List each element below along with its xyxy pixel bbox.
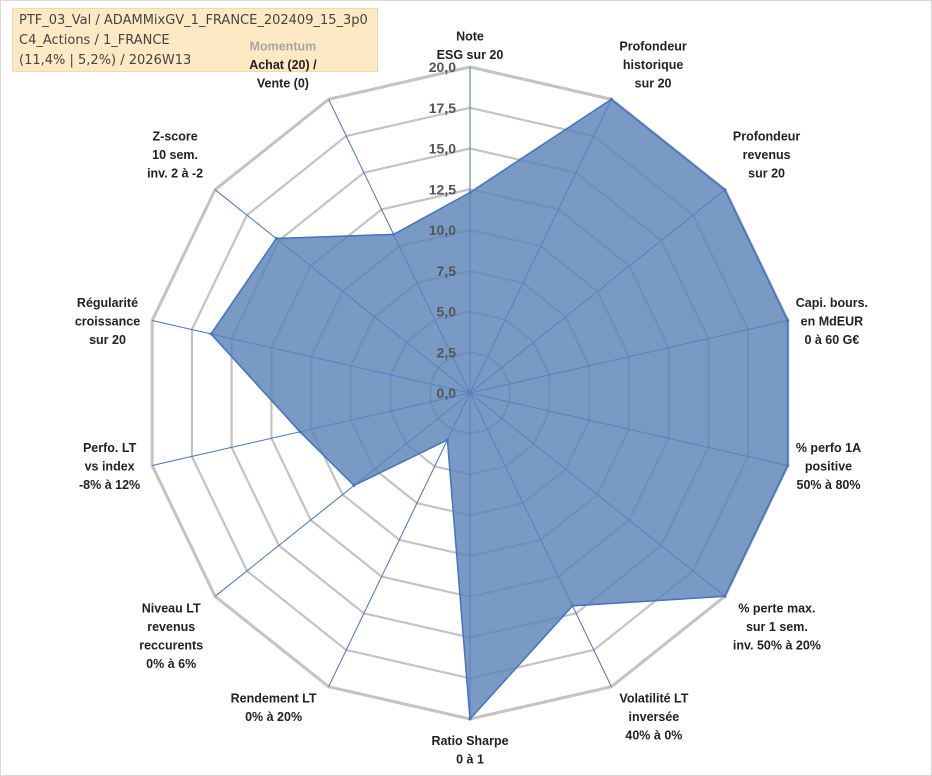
axis-label-line: % perfo 1A	[796, 441, 861, 455]
axis-label-line: -8% à 12%	[79, 478, 140, 492]
series-point	[468, 191, 472, 194]
series-point	[274, 237, 278, 240]
tick-label: 15,0	[429, 141, 456, 157]
axis-label-line: Ratio Sharpe	[431, 734, 508, 748]
axis-label: Régularité croissance sur 20	[75, 296, 140, 347]
tick-label: 0,0	[437, 385, 457, 401]
axis-label-line: Profondeur	[733, 130, 800, 144]
axis-label-line: vs index	[85, 460, 135, 474]
axis-label: Capi. bours. en MdEUR 0 à 60 G€	[796, 296, 868, 347]
series-area	[210, 98, 789, 721]
performance-summary: (11,4% | 5,2%) / 2026W13	[19, 53, 192, 68]
axis-label-line: Z-score	[153, 130, 198, 144]
axis-label-line: sur 20	[748, 167, 785, 181]
tick-label: 5,0	[437, 304, 457, 320]
axis-label: Note ESG sur 20	[437, 30, 504, 63]
tick-label: 20,0	[429, 59, 456, 75]
series-point	[786, 319, 790, 322]
axis-label: Momentum Achat (20) / Vente (0)	[249, 39, 317, 90]
asset-class: C4_Actions / 1_FRANCE	[19, 33, 170, 48]
axis-label-line: 40% à 0%	[625, 729, 682, 743]
series-point	[468, 717, 472, 721]
axis-label-line: 10 sem.	[152, 148, 198, 162]
radar-tick-labels: 0,0 2,5 5,0 7,5 10,0 12,5 15,0 17,5 20,0	[429, 59, 456, 401]
axis-label-line: reccurents	[139, 638, 203, 652]
axis-label-line: Rendement LT	[231, 692, 317, 706]
axis-label: Profondeur historique sur 20	[619, 39, 686, 90]
axis-label-line: inv. 50% à 20%	[733, 638, 821, 652]
portfolio-name: PTF_03_Val / ADAMMixGV_1_FRANCE_202409_1…	[19, 13, 368, 28]
series-point	[786, 464, 790, 467]
axis-label: Perfo. LT vs index -8% à 12%	[79, 441, 140, 492]
axis-label: Niveau LT revenus reccurents 0% à 6%	[139, 601, 203, 671]
series-point	[352, 484, 356, 487]
series-point	[445, 438, 449, 442]
axis-label-line: Régularité	[77, 296, 138, 310]
axis-label-line: 0% à 20%	[245, 710, 302, 724]
axis-label: Profondeur revenus sur 20	[733, 130, 800, 181]
series-point	[298, 430, 302, 434]
radar-series	[209, 97, 790, 721]
axis-label-line: Perfo. LT	[83, 441, 137, 455]
axis-spoke	[328, 392, 471, 687]
axis-label-line: ESG sur 20	[437, 48, 504, 62]
axis-label: Ratio Sharpe 0 à 1	[431, 734, 508, 767]
axis-label-line: croissance	[75, 315, 140, 329]
axis-label: % perfo 1A positive 50% à 80%	[796, 441, 861, 492]
tick-label: 7,5	[437, 263, 457, 279]
series-point	[209, 332, 213, 336]
series-point	[392, 232, 396, 236]
series-point	[571, 604, 574, 608]
axis-label: Volatilité LT inversée 40% à 0%	[619, 692, 688, 743]
axis-label-line: 0 à 1	[456, 753, 484, 767]
series-point	[723, 594, 727, 598]
axis-label-line: Note	[456, 30, 484, 44]
series-point	[723, 188, 727, 192]
axis-label-line: positive	[805, 460, 852, 474]
series-point	[609, 97, 613, 101]
axis-label-line: sur 20	[635, 76, 672, 90]
axis-label-line: inv. 2 à -2	[147, 167, 203, 181]
portfolio-info-box: PTF_03_Val / ADAMMixGV_1_FRANCE_202409_1…	[12, 8, 378, 72]
axis-label-line: Momentum	[250, 39, 317, 53]
axis-label: Z-score 10 sem. inv. 2 à -2	[147, 130, 203, 181]
axis-label-line: Capi. bours.	[796, 296, 868, 310]
axis-label-line: historique	[623, 58, 683, 72]
axis-label-line: 0% à 6%	[146, 657, 196, 671]
tick-label: 2,5	[437, 344, 457, 360]
axis-label-line: 50% à 80%	[797, 478, 861, 492]
axis-label-line: Profondeur	[619, 39, 686, 53]
axis-label-line: Vente (0)	[257, 76, 309, 90]
axis-label-line: Volatilité LT	[619, 692, 688, 706]
axis-label-line: sur 1 sem.	[746, 620, 808, 634]
axis-label: Rendement LT 0% à 20%	[231, 692, 317, 725]
axis-label-line: en MdEUR	[801, 315, 864, 329]
tick-label: 10,0	[429, 222, 456, 238]
axis-label-line: % perte max.	[738, 601, 815, 615]
axis-label-line: revenus	[743, 148, 791, 162]
axis-label: % perte max. sur 1 sem. inv. 50% à 20%	[733, 601, 821, 652]
axis-label-line: revenus	[147, 620, 195, 634]
axis-label-line: Achat (20) /	[249, 58, 317, 72]
axis-label-line: inversée	[629, 710, 680, 724]
tick-label: 17,5	[429, 100, 456, 116]
axis-label-line: Niveau LT	[142, 601, 201, 615]
axis-label-line: sur 20	[89, 333, 126, 347]
axis-label-line: 0 à 60 G€	[804, 333, 859, 347]
tick-label: 12,5	[429, 181, 456, 197]
radar-axis-labels: Note ESG sur 20 Profondeur historique sur 20…	[75, 30, 868, 767]
